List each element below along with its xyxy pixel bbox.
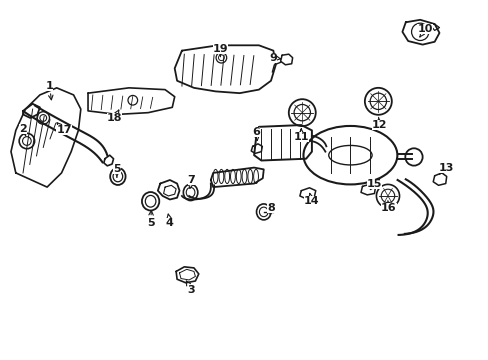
- Text: 9: 9: [269, 53, 280, 63]
- Text: 14: 14: [304, 193, 319, 206]
- Text: 18: 18: [106, 110, 122, 123]
- Text: 5: 5: [113, 165, 121, 177]
- Text: 2: 2: [19, 123, 27, 136]
- Text: 5: 5: [146, 211, 154, 228]
- Text: 10: 10: [416, 24, 432, 37]
- Text: 13: 13: [438, 163, 453, 175]
- Text: 1: 1: [45, 81, 53, 100]
- Text: 15: 15: [366, 179, 382, 190]
- Text: 16: 16: [380, 201, 396, 213]
- Text: 17: 17: [56, 123, 72, 135]
- Text: 11: 11: [293, 129, 308, 143]
- Text: 12: 12: [371, 117, 386, 130]
- Text: 7: 7: [187, 175, 195, 189]
- Text: 3: 3: [186, 281, 195, 295]
- Text: 19: 19: [212, 44, 228, 57]
- Text: 6: 6: [252, 127, 260, 141]
- Text: 8: 8: [266, 203, 274, 214]
- Text: 4: 4: [165, 214, 173, 228]
